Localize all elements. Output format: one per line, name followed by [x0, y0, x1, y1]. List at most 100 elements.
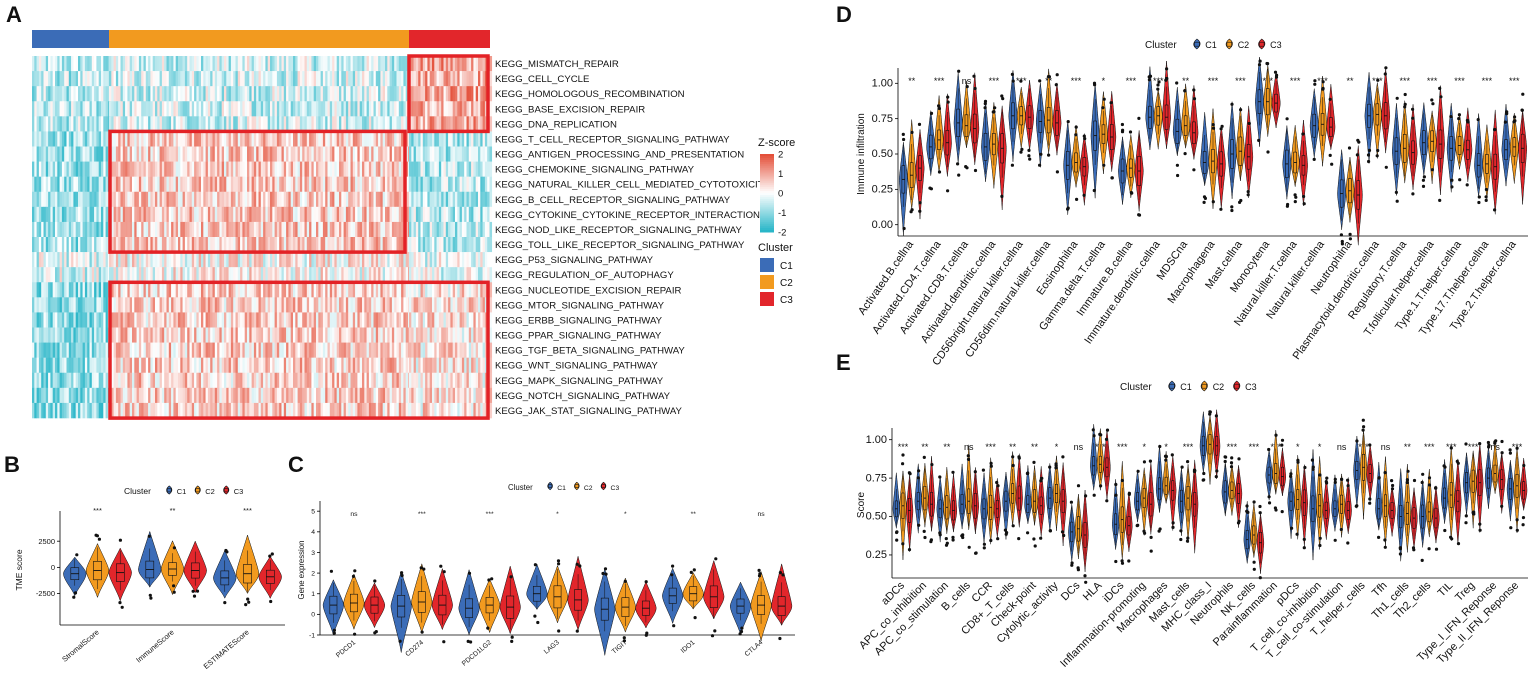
heatmap-cell	[129, 297, 133, 313]
heatmap-cell	[38, 342, 42, 358]
heatmap-cell	[36, 237, 40, 253]
heatmap-cell	[48, 161, 51, 177]
heatmap-cell	[466, 237, 470, 253]
heatmap-cell	[36, 357, 40, 374]
heatmap-cell	[318, 327, 321, 343]
heatmap-cell	[348, 206, 351, 223]
heatmap-cell	[168, 252, 172, 268]
heatmap-cell	[260, 372, 264, 389]
heatmap-cell	[138, 267, 142, 283]
heatmap-cell	[249, 221, 252, 238]
heatmap-cell	[244, 267, 248, 283]
heatmap-cell	[64, 357, 67, 374]
heatmap-cell	[401, 372, 404, 389]
heatmap-cell	[378, 237, 381, 253]
heatmap-cell	[405, 101, 409, 117]
heatmap-cell	[89, 327, 93, 343]
heatmap-cell	[345, 146, 349, 162]
heatmap-cell	[452, 71, 456, 87]
heatmap-cell	[471, 312, 474, 328]
heatmap-cell	[357, 206, 360, 223]
heatmap-cell	[41, 116, 44, 132]
heatmap-cell	[484, 131, 488, 147]
heatmap-cell	[45, 206, 49, 223]
heatmap-cell	[111, 131, 114, 147]
heatmap-cell	[276, 342, 280, 358]
heatmap-cell	[75, 387, 79, 404]
heatmap-cell	[455, 357, 458, 374]
heatmap-cell	[434, 71, 437, 87]
heatmap-cell	[267, 176, 271, 193]
heatmap-cell	[55, 387, 58, 404]
heatmap-cell	[224, 252, 227, 268]
heatmap-cell	[422, 252, 426, 268]
heatmap-cell	[115, 267, 119, 283]
heatmap-cell	[136, 237, 140, 253]
heatmap-cell	[327, 297, 331, 313]
heatmap-cell	[336, 71, 340, 87]
heatmap-cell	[103, 282, 106, 298]
heatmap-cell	[445, 387, 449, 404]
heatmap-cell	[136, 342, 140, 358]
heatmap-cell	[272, 191, 275, 208]
heatmap-cell	[466, 161, 470, 177]
heatmap-cell	[371, 252, 374, 268]
heatmap-cell	[438, 387, 442, 404]
heatmap-cell	[253, 267, 257, 283]
heatmap-cell	[350, 387, 354, 404]
heatmap-cell	[249, 161, 252, 177]
heatmap-cell	[84, 297, 88, 313]
heatmap-cell	[101, 191, 104, 208]
heatmap-cell	[480, 372, 483, 389]
heatmap-cell	[429, 131, 433, 147]
heatmap-cell	[286, 267, 289, 283]
heatmap-cell	[41, 402, 44, 419]
heatmap-cell	[270, 191, 273, 208]
heatmap-cell	[75, 176, 79, 193]
heatmap-cell	[141, 146, 144, 162]
heatmap-cell	[464, 206, 467, 223]
heatmap-cell	[350, 372, 354, 389]
heatmap-cell	[122, 146, 126, 162]
heatmap-cell	[368, 297, 372, 313]
heatmap-cell	[362, 71, 365, 87]
heatmap-cell	[352, 101, 356, 117]
heatmap-cell	[318, 402, 321, 419]
significance-label: **	[170, 506, 176, 515]
heatmap-cell	[145, 387, 149, 404]
heatmap-cell	[409, 267, 412, 283]
heatmap-cell	[468, 56, 472, 72]
heatmap-cell	[152, 131, 156, 147]
heatmap-cell	[180, 267, 183, 283]
heatmap-cell	[182, 357, 186, 374]
heatmap-cell	[466, 116, 470, 132]
heatmap-cell	[327, 146, 331, 162]
heatmap-cell	[378, 101, 381, 117]
heatmap-cell	[233, 252, 236, 268]
heatmap-cell	[378, 146, 381, 162]
heatmap-cell	[263, 101, 266, 117]
heatmap-cell	[411, 357, 414, 374]
heatmap-cell	[459, 357, 463, 374]
heatmap-cell	[32, 402, 35, 419]
heatmap-cell	[336, 402, 340, 419]
zscore-gradient-step	[760, 204, 774, 208]
heatmap-cell	[115, 176, 119, 193]
heatmap-cell	[396, 146, 400, 162]
heatmap-cell	[325, 191, 328, 208]
heatmap-cell	[418, 327, 421, 343]
heatmap-cell	[478, 342, 481, 358]
heatmap-cell	[299, 297, 303, 313]
heatmap-cell	[279, 206, 282, 223]
heatmap-cell	[32, 176, 35, 193]
heatmap-cell	[38, 131, 42, 147]
heatmap-cell	[98, 297, 102, 313]
heatmap-cell	[418, 146, 421, 162]
heatmap-cell	[134, 206, 137, 223]
heatmap-cell	[48, 402, 51, 419]
heatmap-cell	[382, 131, 386, 147]
heatmap-cell	[306, 146, 310, 162]
heatmap-cell	[87, 357, 90, 374]
heatmap-cell	[306, 221, 310, 238]
heatmap-cell	[113, 221, 117, 238]
